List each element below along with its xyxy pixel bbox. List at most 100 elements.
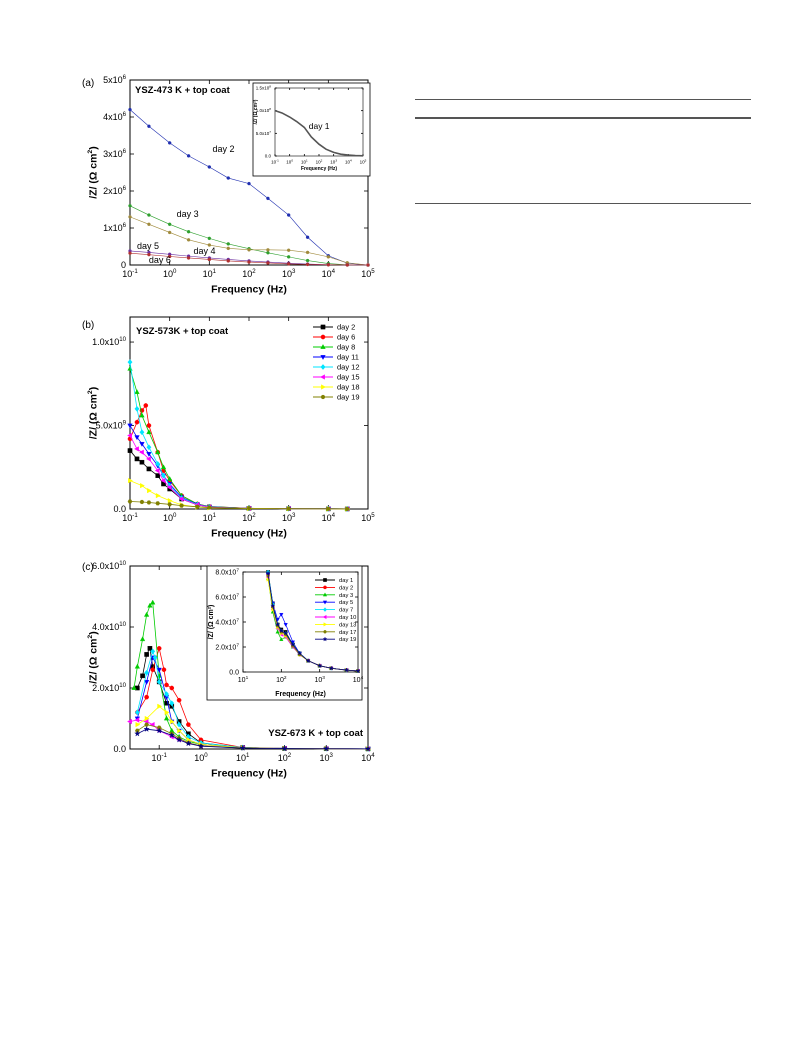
panel-c-y-tick-label: 0.0 <box>113 744 126 754</box>
panel-c-data-point <box>156 678 162 685</box>
panel-c-inset-y-tick-label: 2.0x107 <box>215 642 239 651</box>
table-bottom-rule <box>415 203 751 204</box>
panel-c-data-point <box>131 685 137 690</box>
panel-a-inset-y-tick-label: 1.5x108 <box>256 85 272 91</box>
panel-c-inset-data-point <box>275 629 280 634</box>
panel-c-data-point <box>164 709 170 716</box>
panel-c-data-point <box>176 697 182 703</box>
panel-b-series-day-11 <box>127 423 350 512</box>
panel-c-data-point <box>169 700 175 707</box>
panel-c-data-point <box>175 736 183 743</box>
panel-b-data-point <box>134 446 139 452</box>
panel-c-data-point <box>143 611 150 617</box>
panel-b-series-day-19 <box>127 499 350 511</box>
panel-a-data-point <box>207 165 212 169</box>
panel-a-y-tick-label: 3x106 <box>103 148 127 159</box>
panel-b-data-point <box>167 502 172 507</box>
panel-a-label: (a) <box>82 78 94 89</box>
panel-a-data-point <box>326 255 331 259</box>
panel-b-series-day-8 <box>127 365 350 511</box>
table-header-rule <box>415 117 751 119</box>
panel-a-data-point <box>226 259 230 263</box>
panel-a-x-tick-label: 100 <box>163 268 177 279</box>
panel-c-inset-data-point <box>328 665 334 671</box>
panel-b-x-tick-label: 10-1 <box>122 512 138 523</box>
panel-c-inset-legend-label: day 5 <box>339 600 353 606</box>
panel-b-title: YSZ-573K + top coat <box>136 326 229 337</box>
panel-c-inset-y-tick-label: 6.0x107 <box>215 592 239 601</box>
panel-a-inset-x-tick-label: 102 <box>316 158 323 164</box>
panel-b-data-point <box>155 501 161 506</box>
panel-c-inset-legend-label: day 10 <box>339 615 356 621</box>
panel-b-data-point <box>127 432 132 439</box>
panel-b-data-point <box>147 487 152 494</box>
panel-b-series-line <box>129 404 348 510</box>
panel-b-legend-marker <box>320 364 326 370</box>
panel-b-data-point <box>140 482 145 489</box>
panel-b-data-point <box>146 452 152 457</box>
panel-c-data-point <box>177 728 183 734</box>
panel-a-annotation: day 2 <box>212 144 234 154</box>
panel-b-data-point <box>146 500 152 505</box>
panel-b-data-point <box>207 505 212 510</box>
panel-b-data-point <box>139 412 145 418</box>
panel-a-inset-line <box>274 109 364 157</box>
panel-b-y-axis-label: /Z/ (Ω cm2) <box>87 387 99 439</box>
panel-c-inset-legend-label: day 7 <box>339 608 353 614</box>
panel-a-annotation: day 3 <box>177 209 199 219</box>
panel-c-x-tick-label: 103 <box>320 752 334 763</box>
panel-b-legend-label: day 12 <box>337 363 360 372</box>
panel-a-data-point <box>186 154 191 158</box>
panel-a-data-point <box>207 236 212 241</box>
panel-c-data-point <box>161 667 167 673</box>
panel-c-x-tick-label: 10-1 <box>151 752 167 763</box>
panel-a-annotation: day 4 <box>194 246 216 256</box>
panel-b-x-tick-label: 104 <box>322 512 336 523</box>
panel-b: 10-1 100 101 102 103 104 105 0.0 5.0x109 1.0x1010… <box>82 316 375 539</box>
panel-a-y-axis-label: /Z/ (Ω cm2) <box>87 146 99 198</box>
panel-c-inset-legend-marker <box>322 592 328 597</box>
panel-c-inset-legend-label: day 19 <box>339 637 356 643</box>
panel-c-x-tick-label: 104 <box>361 752 375 763</box>
panel-a-data-point <box>128 204 132 208</box>
panel-b-legend-marker <box>321 384 326 390</box>
panel-a-data-point <box>226 246 230 251</box>
panel-c-data-point <box>323 745 330 752</box>
panel-a-inset-x-tick-label: 100 <box>286 158 293 164</box>
panel-b-data-point <box>166 484 172 490</box>
panel-b-legend-label: day 15 <box>337 373 360 382</box>
panel-b-legend-marker <box>320 394 326 400</box>
panel-b-data-point <box>139 449 144 455</box>
panel-a-title: YSZ-473 K + top coat <box>135 85 231 96</box>
panel-b-data-point <box>134 456 140 462</box>
panel-a-data-point <box>266 251 270 255</box>
panel-c-data-point <box>157 703 163 709</box>
panel-c-data-point <box>147 646 153 651</box>
panel-c-data-point <box>134 717 140 723</box>
panel-a-x-tick-label: 105 <box>361 268 375 279</box>
panel-c-inset-x-axis-label: Frequency (Hz) <box>275 691 326 698</box>
panel-b-frame <box>129 316 369 510</box>
panel-a-data-point <box>326 263 331 267</box>
panel-a-data-point <box>167 254 172 259</box>
panel-a-inset-x-tick-label: 103 <box>330 158 337 164</box>
panel-b-data-point <box>344 506 350 511</box>
panel-c-data-point <box>156 667 162 673</box>
panel-c-inset-data-point <box>290 641 296 647</box>
panel-b-data-point <box>127 448 133 453</box>
panel-c-data-point <box>134 663 141 669</box>
panel-b-data-point <box>139 442 145 447</box>
panel-c-inset-series-day-19 <box>265 570 361 674</box>
panel-b-data-point <box>195 504 200 509</box>
panel-c-inset-legend-marker <box>322 600 328 605</box>
panel-c-data-point <box>168 731 175 739</box>
panel-a-data-point <box>186 256 191 260</box>
panel-c-inset-y-axis-label: /Z/ (Ω cm²) <box>208 605 215 640</box>
panel-a-x-tick-label: 101 <box>203 268 217 279</box>
panel-b-x-tick-label: 101 <box>203 512 217 523</box>
panel-a-inset-annotation: day 1 <box>309 121 330 131</box>
panel-b-series-day-6 <box>127 403 350 512</box>
panel-a-x-tick-label: 104 <box>322 268 336 279</box>
table-top-rule <box>415 99 751 100</box>
panel-b-data-point <box>179 503 184 508</box>
